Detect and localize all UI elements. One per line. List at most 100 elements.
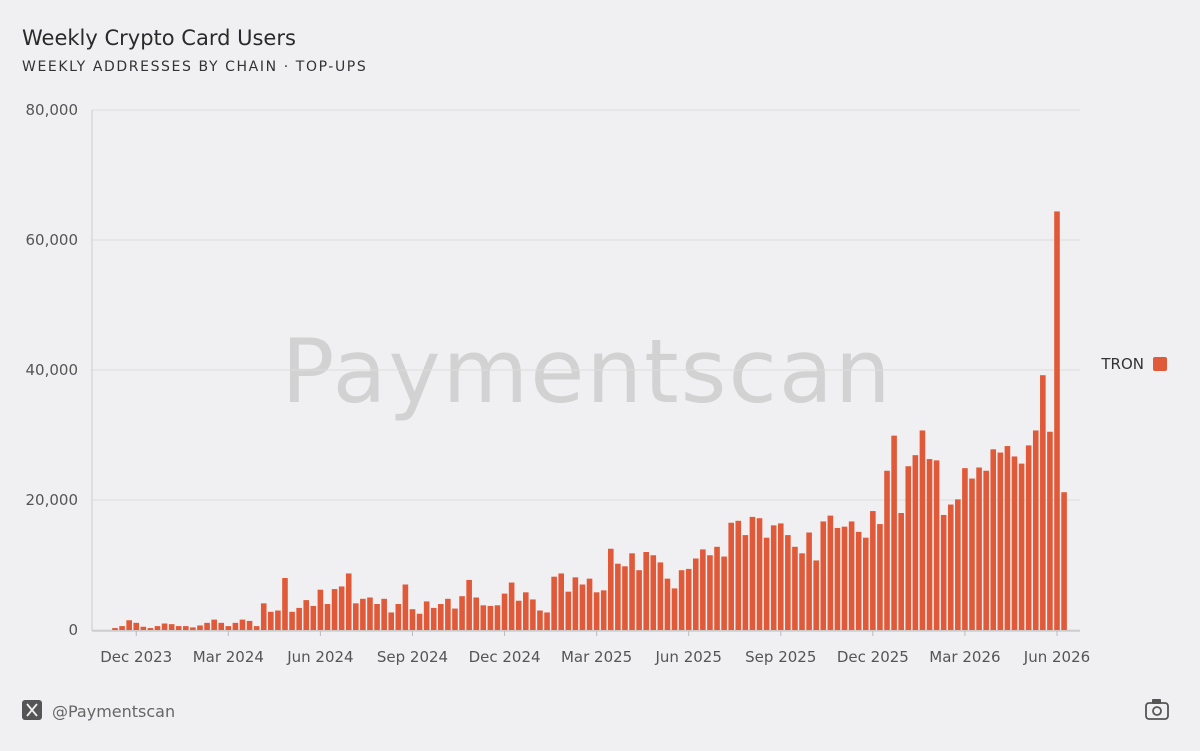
bar (1025, 445, 1032, 630)
bar (848, 521, 855, 630)
bar (459, 596, 465, 630)
bar (607, 548, 614, 630)
bar (615, 563, 621, 630)
bar (445, 598, 451, 630)
bar (430, 607, 437, 630)
bar (544, 612, 550, 630)
x-tick-label: Dec 2023 (100, 648, 172, 666)
chart-title: Weekly Crypto Card Users (22, 26, 296, 50)
bar (537, 610, 543, 630)
bar (1011, 456, 1018, 630)
bar (692, 558, 699, 630)
bar (912, 455, 919, 630)
bar (345, 573, 352, 630)
bar (501, 593, 508, 630)
x-tick-label: Mar 2025 (561, 648, 632, 666)
bar (508, 582, 515, 630)
bar (593, 592, 600, 630)
x-tick-label: Mar 2026 (929, 648, 1000, 666)
bar (473, 597, 480, 630)
bar (515, 600, 522, 630)
bar (275, 610, 281, 630)
x-tick-label: Sep 2025 (745, 648, 816, 666)
x-tick-label: Jun 2025 (655, 648, 722, 666)
bar (331, 589, 338, 630)
bar (310, 605, 317, 630)
bar (140, 626, 147, 630)
bar (253, 626, 260, 630)
bar (324, 604, 331, 630)
bar (700, 549, 706, 630)
bar (1040, 375, 1046, 630)
bar (870, 511, 876, 630)
bar (891, 435, 897, 630)
y-tick-label: 60,000 (26, 231, 79, 249)
bar (827, 515, 834, 630)
bar (522, 592, 529, 630)
bar (211, 619, 217, 630)
bar (154, 626, 161, 630)
bar (175, 626, 182, 630)
legend-label: TRON (1100, 355, 1144, 373)
bar (374, 604, 380, 630)
bar (862, 537, 869, 630)
bar (742, 535, 749, 630)
bar (714, 546, 720, 630)
bar (834, 527, 841, 630)
bar (799, 553, 805, 630)
bar (919, 430, 926, 630)
bar (551, 576, 557, 630)
bar (990, 449, 997, 630)
bar (735, 520, 742, 630)
bar (983, 470, 989, 630)
watermark: Paymentscan (281, 320, 892, 423)
bar (707, 555, 713, 630)
bar (388, 612, 395, 630)
bar (487, 605, 494, 630)
camera-icon[interactable] (1145, 699, 1169, 720)
bar (947, 504, 954, 630)
bar (381, 598, 387, 630)
bar (558, 573, 565, 630)
bar (466, 579, 472, 630)
bar (119, 626, 125, 630)
bar (685, 568, 692, 630)
bar (962, 468, 968, 630)
bar (409, 609, 416, 630)
bar (438, 604, 444, 630)
bar (1032, 430, 1039, 630)
bar (955, 499, 961, 630)
bar (239, 619, 246, 630)
bar (168, 624, 175, 630)
bar (905, 466, 912, 630)
x-tick-label: Dec 2025 (837, 648, 909, 666)
bar (367, 597, 373, 630)
bar (678, 570, 685, 630)
bar (246, 620, 253, 630)
bar (494, 605, 501, 630)
bar (657, 562, 664, 630)
bar (813, 560, 819, 630)
bar (1004, 446, 1011, 630)
bar (721, 556, 727, 630)
bar (841, 526, 848, 630)
bar (940, 514, 947, 630)
bar (792, 546, 798, 630)
y-tick-label: 20,000 (26, 491, 79, 509)
bar (586, 578, 593, 630)
bar (530, 599, 536, 630)
x-tick-label: Dec 2024 (469, 648, 541, 666)
bar (268, 611, 274, 630)
footer-handle: @Paymentscan (52, 702, 175, 721)
bar (282, 578, 288, 630)
bar (161, 623, 168, 630)
y-tick-label: 0 (68, 621, 78, 639)
legend-swatch (1153, 357, 1167, 371)
bar (112, 628, 118, 630)
bar (423, 601, 430, 630)
bar (260, 603, 267, 630)
bar (353, 603, 359, 630)
bar (933, 460, 940, 630)
bar (190, 627, 196, 630)
